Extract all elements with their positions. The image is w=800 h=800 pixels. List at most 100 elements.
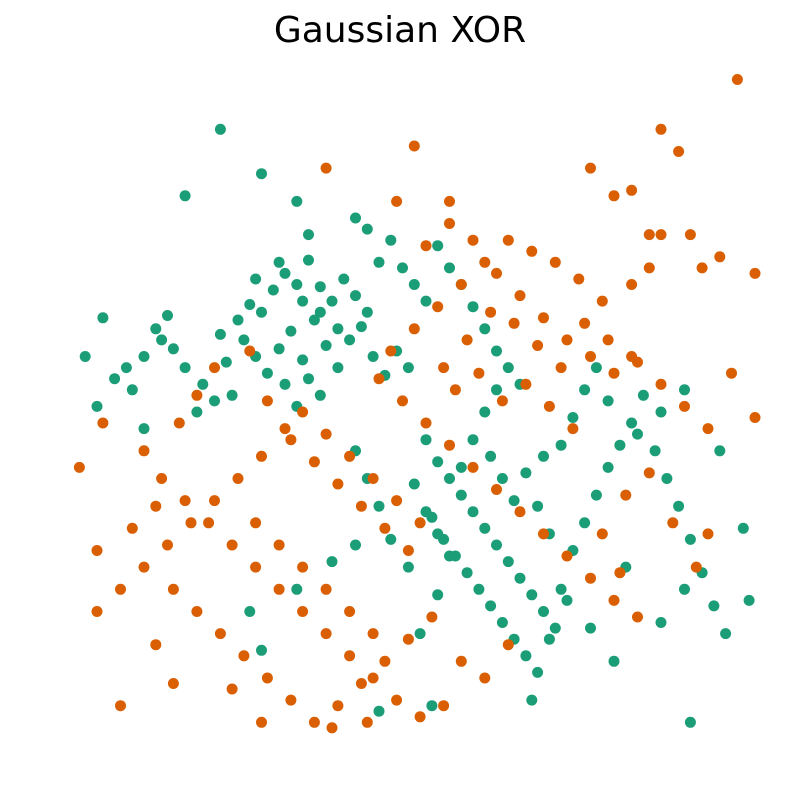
scatter-point-series-0-115 (414, 628, 426, 640)
scatter-point-series-1-12 (643, 262, 655, 274)
scatter-point-series-1-104 (344, 450, 356, 462)
scatter-point-series-0-102 (637, 389, 649, 401)
scatter-point-series-0-93 (532, 666, 544, 678)
scatter-point-series-0-38 (344, 334, 356, 346)
scatter-point-series-0-14 (256, 306, 267, 318)
scatter-point-series-1-3 (585, 162, 596, 174)
scatter-point-series-1-122 (126, 522, 138, 534)
scatter-point-series-1-24 (420, 240, 432, 252)
scatter-point-series-0-149 (585, 622, 596, 634)
scatter-point-series-1-73 (203, 517, 215, 529)
scatter-point-series-1-29 (538, 312, 549, 324)
scatter-point-series-0-117 (402, 561, 414, 573)
scatter-point-series-1-126 (191, 389, 203, 401)
scatter-point-series-0-111 (714, 445, 726, 457)
scatter-point-series-0-101 (626, 417, 638, 429)
scatter-point-series-0-143 (256, 644, 267, 656)
scatter-point-series-0-44 (279, 378, 291, 390)
scatter-point-series-0-141 (373, 705, 385, 717)
scatter-point-series-0-109 (720, 628, 732, 640)
scatter-point-series-1-145 (702, 528, 714, 540)
scatter-point-series-0-114 (526, 694, 538, 706)
scatter-point-series-0-106 (684, 533, 696, 545)
scatter-point-series-0-13 (244, 299, 256, 310)
scatter-point-series-0-81 (526, 589, 538, 601)
scatter-point-series-1-109 (273, 539, 285, 551)
scatter-point-series-0-11 (220, 356, 232, 368)
scatter-point-series-0-77 (479, 522, 491, 534)
scatter-point-series-0-23 (361, 306, 373, 318)
scatter-point-series-1-44 (555, 362, 567, 374)
scatter-point-series-1-89 (285, 694, 297, 706)
scatter-point-series-0-155 (496, 473, 508, 484)
scatter-point-series-0-52 (432, 240, 444, 252)
scatter-point-series-1-38 (749, 412, 761, 423)
scatter-point-series-1-7 (655, 229, 667, 241)
scatter-point-series-0-142 (426, 700, 438, 712)
scatter-point-series-0-6 (167, 343, 179, 355)
scatter-point-series-1-84 (167, 583, 179, 595)
scatter-point-series-1-79 (344, 650, 356, 662)
scatter-point-series-0-89 (485, 600, 497, 612)
scatter-point-series-1-46 (602, 334, 614, 346)
scatter-point-series-0-25 (385, 234, 397, 246)
scatter-point-series-0-0 (97, 312, 109, 324)
scatter-point-series-1-14 (596, 295, 608, 307)
scatter-point-series-0-15 (267, 284, 279, 296)
scatter-point-series-1-140 (614, 567, 626, 579)
scatter-point-series-0-118 (385, 533, 397, 545)
scatter-point-series-0-50 (291, 195, 303, 207)
scatter-point-series-0-127 (467, 434, 479, 446)
scatter-point-series-0-56 (479, 323, 491, 335)
scatter-point-series-1-96 (285, 434, 297, 446)
scatter-point-series-1-19 (479, 256, 491, 268)
scatter-point-series-0-113 (684, 716, 696, 728)
scatter-point-series-0-160 (361, 223, 373, 235)
scatter-point-series-0-128 (479, 406, 491, 418)
scatter-point-series-1-13 (626, 279, 638, 290)
scatter-point-series-0-7 (179, 362, 191, 374)
scatter-point-series-1-139 (632, 611, 643, 623)
scatter-point-series-1-50 (496, 395, 508, 407)
scatter-point-series-0-61 (138, 423, 150, 435)
scatter-point-series-1-144 (667, 517, 679, 529)
scatter-point-series-0-105 (673, 500, 685, 512)
scatter-point-series-1-141 (596, 528, 608, 540)
scatter-point-series-1-90 (308, 716, 320, 728)
scatter-point-series-1-106 (391, 495, 403, 507)
scatter-point-series-1-118 (256, 716, 267, 728)
scatter-point-series-1-142 (620, 489, 632, 501)
scatter-point-series-1-121 (91, 545, 103, 556)
scatter-point-series-0-69 (297, 295, 309, 307)
scatter-point-series-0-138 (632, 428, 643, 440)
scatter-point-series-1-105 (367, 473, 379, 484)
scatter-point-series-1-129 (397, 395, 408, 407)
scatter-point-series-0-87 (461, 567, 473, 579)
scatter-point-series-1-8 (684, 229, 696, 241)
scatter-point-series-1-92 (355, 678, 367, 689)
scatter-point-series-1-23 (385, 345, 397, 357)
scatter-point-series-1-77 (297, 606, 309, 617)
scatter-point-series-1-100 (379, 522, 391, 534)
scatter-point-series-0-139 (655, 406, 667, 418)
scatter-point-series-1-21 (432, 301, 444, 313)
scatter-point-series-0-98 (590, 489, 602, 501)
scatter-point-series-0-35 (308, 314, 320, 326)
scatter-point-series-1-53 (567, 423, 579, 435)
scatter-point-series-1-31 (585, 351, 596, 362)
scatter-point-series-0-157 (538, 450, 549, 462)
scatter-point-series-1-81 (391, 694, 403, 706)
scatter-point-series-1-85 (191, 606, 203, 617)
scatter-point-series-1-51 (520, 378, 532, 390)
scatter-point-series-1-16 (549, 256, 561, 268)
scatter-point-series-0-90 (496, 617, 508, 628)
scatter-point-series-1-1 (655, 123, 667, 135)
scatter-point-series-1-103 (320, 428, 332, 440)
scatter-point-series-1-149 (455, 655, 467, 667)
scatter-point-series-1-107 (414, 517, 426, 529)
scatter-point-series-1-18 (502, 234, 514, 246)
scatter-point-series-0-67 (250, 273, 262, 285)
scatter-point-series-0-28 (420, 295, 432, 307)
scatter-point-series-0-75 (455, 489, 467, 501)
scatter-point-series-0-108 (708, 600, 720, 612)
